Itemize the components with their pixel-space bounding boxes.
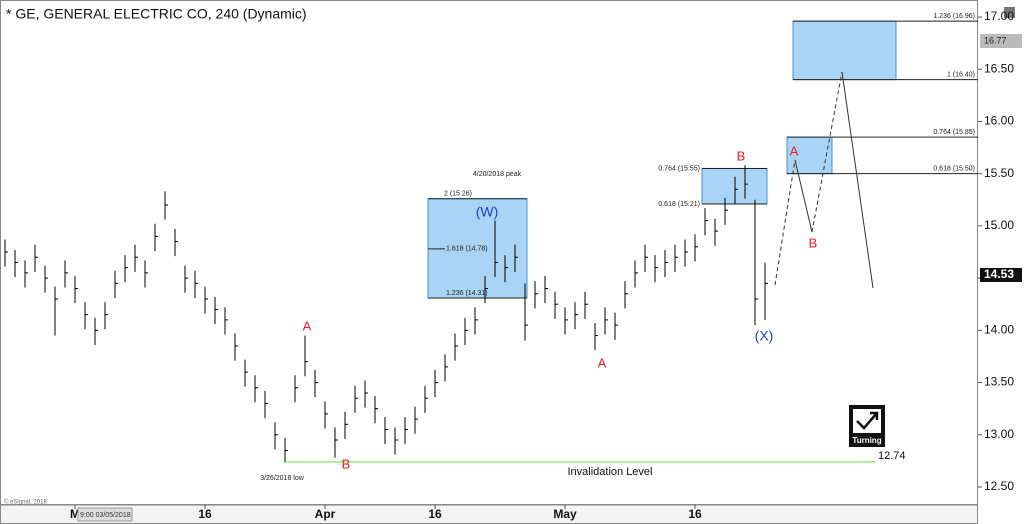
x-tick-label: M bbox=[70, 507, 80, 521]
invalidation-label: Invalidation Level bbox=[567, 466, 652, 478]
y-tick-label: 16.00 bbox=[984, 114, 1014, 128]
y-tick-label: 15.00 bbox=[984, 218, 1014, 232]
settings-icon[interactable] bbox=[1004, 7, 1015, 18]
wave-label: 3/26/2018 low bbox=[260, 475, 305, 482]
fib-level-label: 2 (15.26) bbox=[444, 191, 472, 198]
price-marker-label: 16.77 bbox=[984, 35, 1007, 45]
x-tick-label: 16 bbox=[688, 507, 702, 521]
price-marker-box bbox=[980, 34, 1022, 49]
fib-level-label: 0.764 (15.85) bbox=[933, 129, 975, 136]
fib-level-label: 1.236 (16.96) bbox=[933, 13, 975, 20]
fib-level-label: 0.764 (15.55) bbox=[658, 165, 700, 172]
x-tick-label: Apr bbox=[315, 507, 336, 521]
logo-check bbox=[856, 411, 879, 430]
wave-label: (X) bbox=[755, 328, 774, 344]
fib-level-label: 0.618 (15.21) bbox=[658, 201, 700, 208]
x-axis-band bbox=[0, 504, 978, 524]
projection-solid bbox=[794, 71, 874, 289]
copyright: © eSignal, 2018 bbox=[4, 499, 47, 506]
fib-level-label: 1.618 (14.78) bbox=[446, 246, 488, 253]
chart-title: * GE, GENERAL ELECTRIC CO, 240 (Dynamic) bbox=[6, 6, 307, 22]
wave-label: B bbox=[342, 456, 351, 471]
x-tick-label: 16 bbox=[428, 507, 442, 521]
fib-level-label: 0.618 (15.50) bbox=[933, 166, 975, 173]
fib-zone bbox=[427, 198, 528, 299]
x-tick-label: May bbox=[553, 507, 577, 521]
y-tick-label: 15.50 bbox=[984, 166, 1014, 180]
y-tick-label: 12.50 bbox=[984, 479, 1014, 493]
crosshair-label-box bbox=[77, 507, 133, 522]
wave-label: 4/20/2018 peak bbox=[473, 171, 522, 178]
projection-dashed bbox=[774, 71, 843, 286]
wave-label: B bbox=[737, 148, 746, 163]
y-tick-label: 13.50 bbox=[984, 375, 1014, 389]
y-tick-label: 13.00 bbox=[984, 427, 1014, 441]
fib-zone bbox=[792, 20, 897, 81]
fib-level-label: 1.236 (14.31) bbox=[446, 290, 488, 297]
y-tick-label: 16.50 bbox=[984, 61, 1014, 75]
y-tick-label: 14.00 bbox=[984, 323, 1014, 337]
x-tick-label: 16 bbox=[198, 507, 212, 521]
price-marker-box bbox=[980, 267, 1022, 282]
y-tick-label: 17.00 bbox=[984, 9, 1014, 23]
crosshair-label: 9:00 03/05/2018 bbox=[80, 512, 131, 519]
invalidation-value: 12.74 bbox=[878, 450, 906, 462]
wave-label: (W) bbox=[476, 204, 499, 220]
price-marker-label: 14.53 bbox=[984, 267, 1014, 281]
fib-level-label: 1 (16.40) bbox=[947, 72, 975, 79]
wave-label: A bbox=[790, 143, 799, 158]
wave-label: B bbox=[809, 235, 818, 250]
logo-text: Turning bbox=[852, 436, 881, 445]
wave-label: A bbox=[598, 355, 607, 370]
wave-label: A bbox=[303, 318, 312, 333]
